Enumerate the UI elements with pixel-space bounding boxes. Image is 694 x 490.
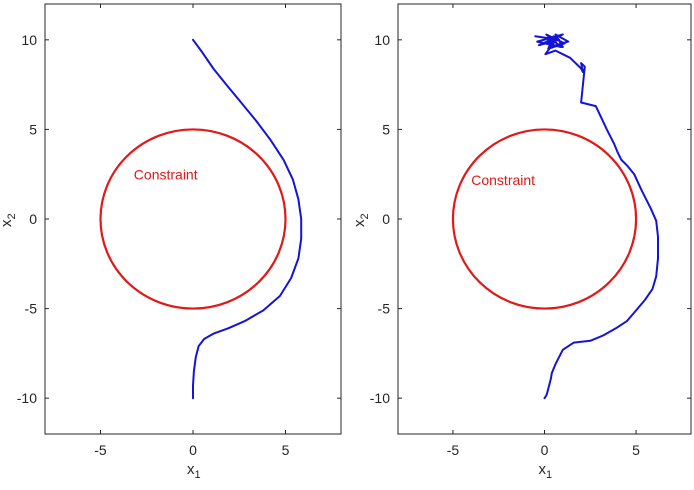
- x-tick-label-right: 5: [632, 442, 640, 458]
- constraint-label-left: Constraint: [134, 167, 198, 183]
- y-axis-label-right-main: x: [351, 219, 368, 227]
- y-tick-label-right: -5: [378, 301, 391, 317]
- x-tick-label-right: -5: [447, 442, 460, 458]
- axes-box-left: [44, 3, 342, 435]
- constraint-label-right: Constraint: [471, 172, 535, 188]
- x-tick-label-left: 5: [282, 442, 290, 458]
- x-axis-label-left: x1: [187, 461, 201, 481]
- x-tick-label-left: 0: [189, 442, 197, 458]
- axes-box-right: [397, 3, 692, 435]
- y-axis-label-right: x2: [351, 213, 371, 227]
- y-tick-label-left: 5: [29, 121, 37, 137]
- y-tick-label-left: 0: [29, 211, 37, 227]
- y-tick-label-left: -10: [17, 390, 37, 406]
- constraint-circle-right: [451, 128, 638, 310]
- trajectory-line-left: [192, 38, 303, 400]
- x-tick-label-left: -5: [94, 442, 107, 458]
- y-tick-label-left: 10: [21, 32, 37, 48]
- y-tick-label-right: -10: [370, 390, 390, 406]
- x-axis-label-left-main: x: [187, 461, 195, 478]
- y-tick-label-right: 5: [382, 121, 390, 137]
- constraint-circle-left: [99, 128, 287, 310]
- trajectory-line-right: [534, 33, 659, 400]
- ticks-right: -5 0 5 -10 -5 0 5 10: [370, 4, 691, 458]
- y-axis-label-left-sub: 2: [6, 213, 18, 219]
- x-axis-label-left-sub: 1: [195, 469, 201, 481]
- plot-area-left: [99, 38, 303, 400]
- y-axis-label-left: x2: [0, 213, 18, 227]
- y-axis-label-right-sub: 2: [359, 213, 371, 219]
- x-axis-label-right-sub: 1: [546, 469, 552, 481]
- y-tick-label-left: -5: [25, 301, 38, 317]
- x-axis-label-right: x1: [539, 461, 553, 481]
- ticks-left: -5 0 5 -10 -5 0 5 10: [17, 4, 341, 458]
- y-axis-label-left-main: x: [0, 219, 15, 227]
- x-axis-label-right-main: x: [539, 461, 547, 478]
- y-tick-label-right: 0: [382, 211, 390, 227]
- plot-area-right: [451, 33, 659, 400]
- y-tick-label-right: 10: [374, 32, 390, 48]
- x-tick-label-right: 0: [541, 442, 549, 458]
